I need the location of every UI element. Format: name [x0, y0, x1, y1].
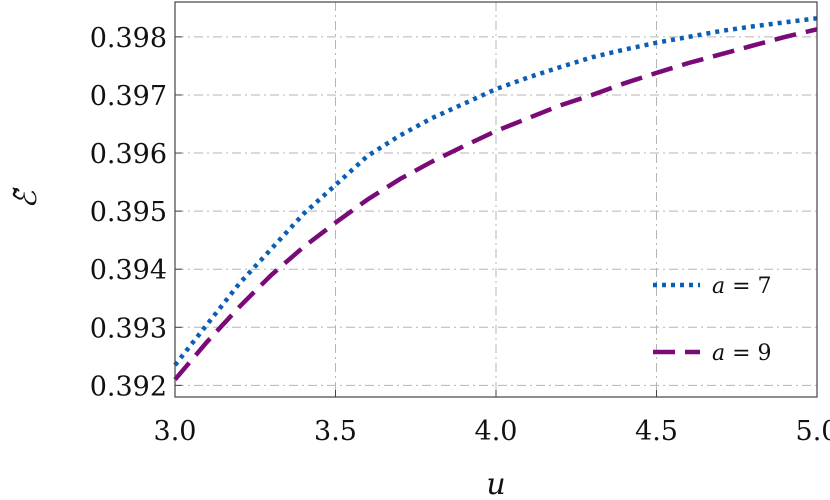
y-axis-ticks: 0.392 0.393 0.394 0.395 0.396 0.397 0.398: [90, 23, 182, 402]
y-tick-label: 0.393: [90, 313, 167, 344]
grid: [174, 2, 818, 397]
y-tick-label: 0.397: [90, 81, 167, 112]
y-tick-label: 0.398: [90, 23, 167, 54]
y-tick-label: 0.392: [90, 371, 167, 402]
y-tick-label: 0.395: [90, 197, 167, 228]
x-axis-label: u: [486, 467, 505, 500]
legend: a = 7 a = 9: [653, 274, 772, 366]
x-tick-label: 3.5: [314, 416, 357, 447]
series-line-0: [173, 16, 818, 367]
y-axis-label: ℰ̃: [9, 186, 44, 208]
y-tick-label: 0.394: [90, 255, 167, 286]
x-axis-ticks: 3.0 3.5 4.0 4.5 5.0: [154, 390, 830, 447]
x-tick-label: 3.0: [154, 416, 197, 447]
legend-label-0: a = 7: [712, 274, 772, 299]
x-tick-label: 4.5: [635, 416, 678, 447]
y-tick-label: 0.396: [90, 139, 167, 170]
series-layer: [173, 16, 818, 382]
legend-label-1: a = 9: [712, 341, 772, 366]
x-tick-label: 5.0: [796, 416, 830, 447]
x-tick-label: 4.0: [475, 416, 518, 447]
